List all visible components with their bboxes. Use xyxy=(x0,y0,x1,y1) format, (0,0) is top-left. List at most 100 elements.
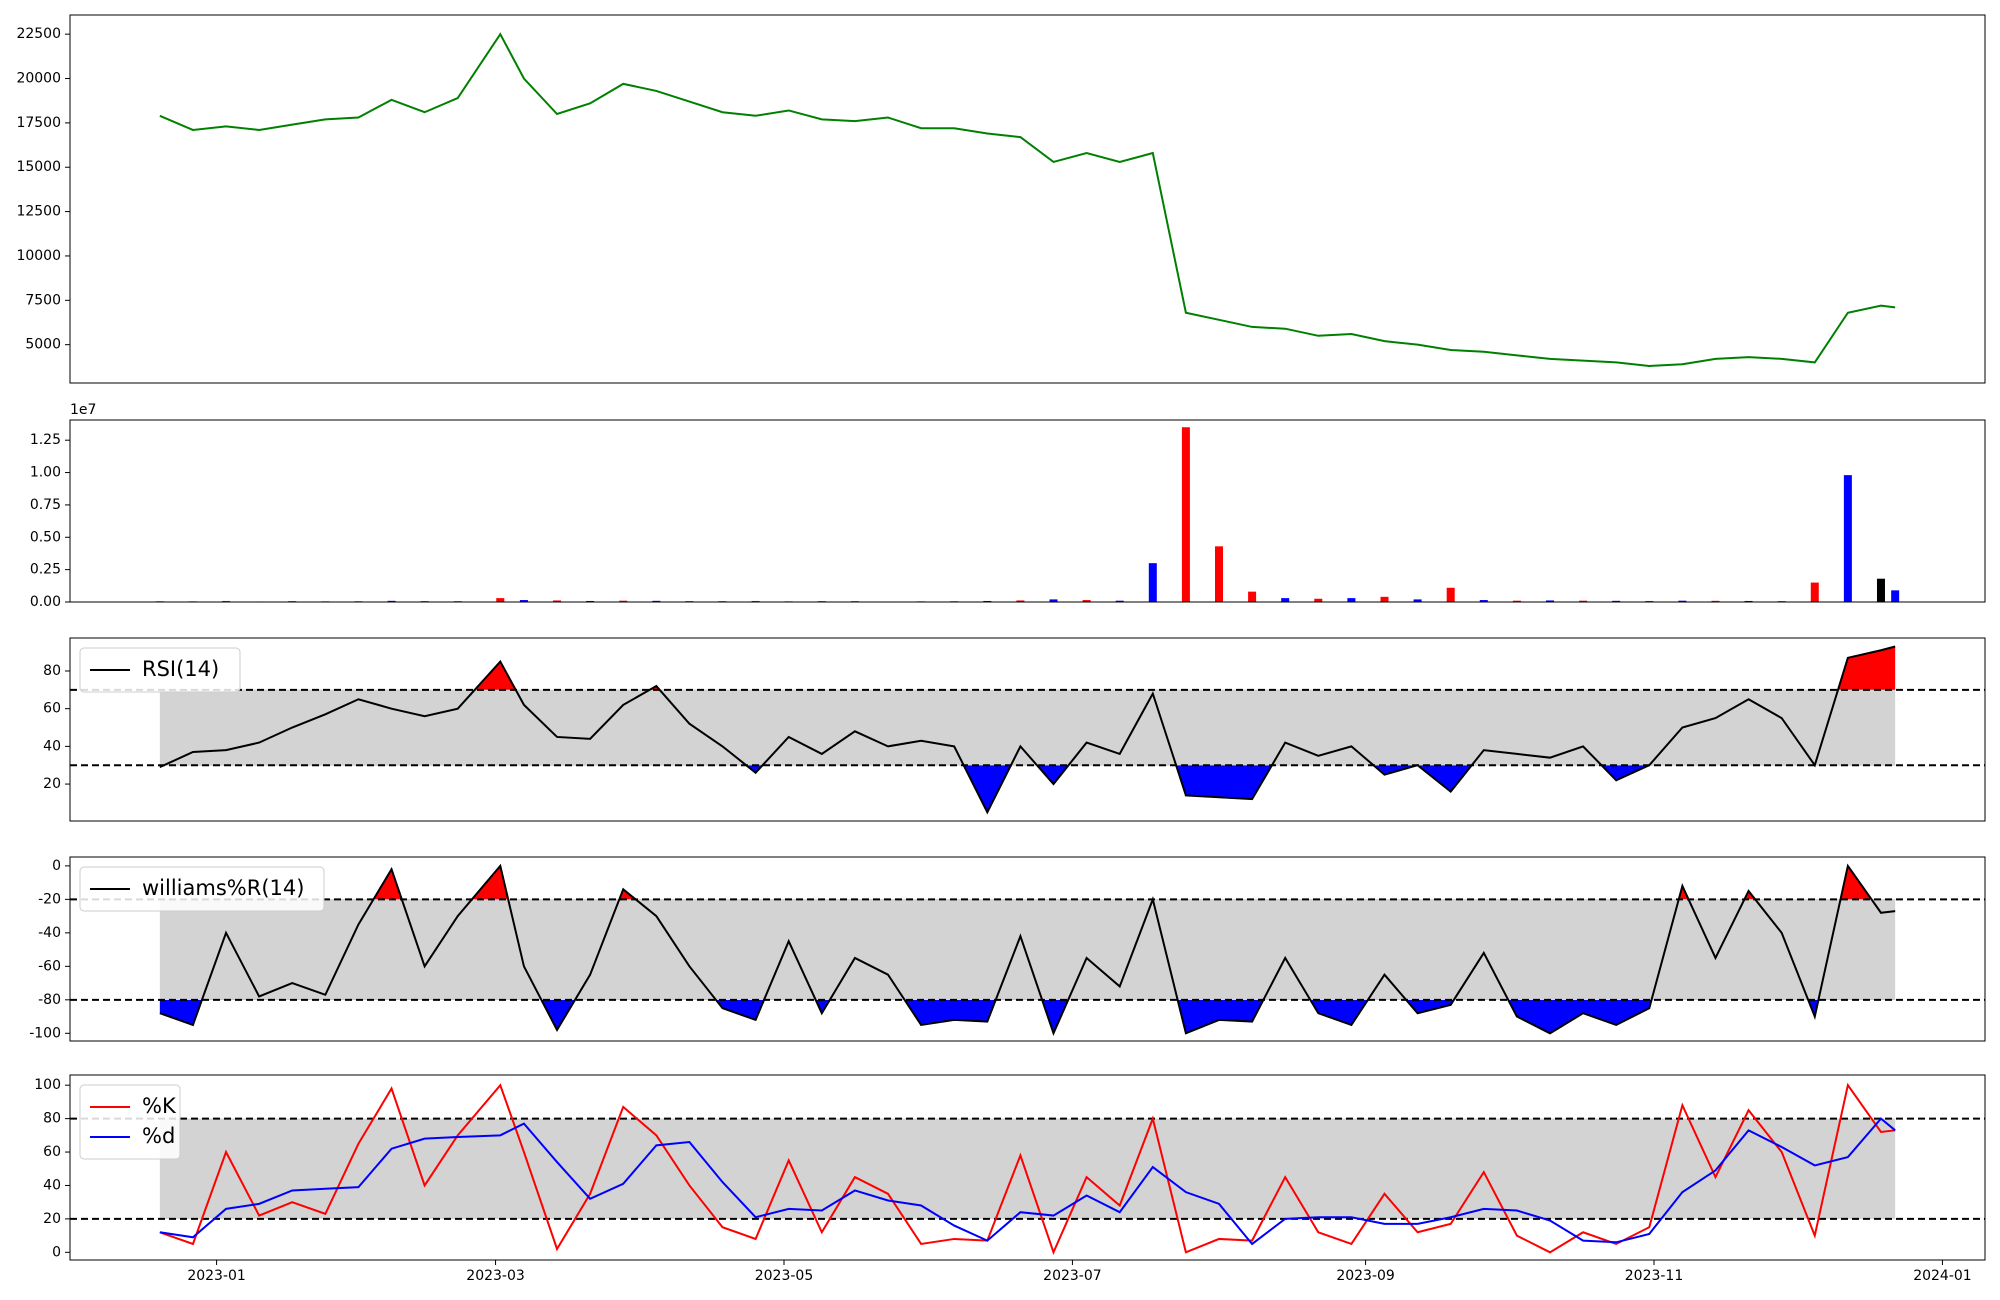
bar xyxy=(1678,600,1687,602)
bar xyxy=(496,598,505,602)
bar xyxy=(1215,546,1223,602)
series-line xyxy=(159,863,1896,1037)
bar xyxy=(1579,600,1588,602)
bar xyxy=(1876,578,1885,602)
legend-label: %K xyxy=(142,1094,177,1118)
bar xyxy=(1413,599,1422,602)
y-tick-label: 17500 xyxy=(16,115,61,131)
y-tick-label: 1.25 xyxy=(30,432,61,448)
legend: williams%R(14) xyxy=(79,866,325,912)
legend-box xyxy=(79,866,325,912)
legend: %K %d xyxy=(79,1084,181,1160)
y-tick-label: 7500 xyxy=(25,292,61,308)
series-line xyxy=(159,645,1896,815)
panel: -100 -80 -60 -40 -20 0 williams%R(14) xyxy=(29,856,1986,1042)
y-tick-label: 0 xyxy=(52,1244,61,1260)
bar xyxy=(1545,600,1554,602)
bar xyxy=(553,600,562,602)
axes-frame xyxy=(69,637,1986,822)
y-tick-label: 15000 xyxy=(16,159,61,175)
x-tick-label: 2023-11 xyxy=(1625,1268,1684,1284)
bar xyxy=(983,600,992,602)
y-tick-label: 20 xyxy=(43,1211,61,1227)
bar xyxy=(751,600,760,602)
bar xyxy=(1891,590,1900,602)
bar xyxy=(1148,563,1157,602)
y-tick-label: 0.50 xyxy=(30,529,61,545)
bar xyxy=(1281,598,1290,602)
bar xyxy=(1645,600,1654,602)
x-tick-label: 2023-03 xyxy=(466,1268,525,1284)
bar xyxy=(222,600,231,602)
bar xyxy=(1711,600,1720,602)
legend-box xyxy=(79,647,241,693)
axes-frame xyxy=(69,856,1986,1042)
x-tick-label: 2023-09 xyxy=(1336,1268,1395,1284)
y-tick-label: 40 xyxy=(43,738,61,754)
offset-label: 1e7 xyxy=(70,402,96,418)
x-tick-label: 2023-01 xyxy=(187,1268,246,1284)
panel: 0.00 0.25 0.50 0.75 1.00 1.25 1e7 xyxy=(30,402,1986,610)
bar xyxy=(1744,600,1753,602)
bar xyxy=(1016,600,1025,602)
bar xyxy=(619,600,628,602)
bar xyxy=(1248,591,1257,602)
bar xyxy=(1314,598,1323,602)
panel: 0 20 40 60 80 100 %K %d 2023-01 2023-03 2023-05 202… xyxy=(34,1074,1986,1284)
bar xyxy=(1843,475,1852,602)
legend-label: RSI(14) xyxy=(142,657,219,681)
series-line xyxy=(159,1117,1896,1246)
y-tick-label: 22500 xyxy=(16,26,61,42)
y-tick-label: 20000 xyxy=(16,71,61,87)
y-tick-label: 80 xyxy=(43,663,61,679)
bar xyxy=(387,600,396,602)
neutral-band xyxy=(159,689,1896,766)
bar xyxy=(1380,596,1389,602)
bar xyxy=(519,600,528,602)
y-tick-label: -20 xyxy=(38,891,61,907)
x-tick-label: 2024-01 xyxy=(1913,1268,1972,1284)
bar xyxy=(1049,599,1058,602)
bar xyxy=(1810,582,1819,602)
y-tick-label: 100 xyxy=(34,1077,61,1093)
bar xyxy=(1512,600,1521,602)
bar xyxy=(1082,600,1091,602)
x-tick-label: 2023-05 xyxy=(755,1268,814,1284)
y-tick-label: -100 xyxy=(29,1025,61,1041)
panel: 20 40 60 80 RSI(14) xyxy=(43,637,1986,822)
y-tick-label: 60 xyxy=(43,701,61,717)
axes-frame xyxy=(69,14,1986,384)
axes-frame xyxy=(69,419,1986,603)
y-tick-label: 60 xyxy=(43,1144,61,1160)
legend-label: williams%R(14) xyxy=(142,876,304,900)
bar xyxy=(586,600,595,602)
y-tick-label: 80 xyxy=(43,1111,61,1127)
bar xyxy=(1612,600,1621,602)
y-tick-label: 20 xyxy=(43,776,61,792)
neutral-band xyxy=(159,899,1896,1000)
y-tick-label: 0.75 xyxy=(30,497,61,513)
y-tick-label: 0 xyxy=(52,858,61,874)
x-tick-label: 2023-07 xyxy=(1043,1268,1102,1284)
legend-box xyxy=(79,1084,181,1160)
y-tick-label: 40 xyxy=(43,1177,61,1193)
y-tick-label: 5000 xyxy=(25,337,61,353)
y-tick-label: -40 xyxy=(38,925,61,941)
bar xyxy=(1347,598,1356,602)
price-line xyxy=(159,32,1896,367)
legend: RSI(14) xyxy=(79,647,241,693)
axes-frame xyxy=(69,1074,1986,1261)
y-tick-label: 0.00 xyxy=(30,594,61,610)
neutral-band xyxy=(159,1118,1896,1219)
legend-label: %d xyxy=(142,1124,175,1148)
panel: 5000 7500 10000 12500 15000 17500 20000 22500 xyxy=(16,14,1986,384)
bar xyxy=(1479,600,1488,602)
y-tick-label: 0.25 xyxy=(30,562,61,578)
bar xyxy=(1446,587,1455,602)
bar xyxy=(1181,427,1190,602)
y-tick-label: 1.00 xyxy=(30,465,61,481)
y-tick-label: -80 xyxy=(38,992,61,1008)
y-tick-label: -60 xyxy=(38,958,61,974)
y-tick-label: 12500 xyxy=(16,204,61,220)
